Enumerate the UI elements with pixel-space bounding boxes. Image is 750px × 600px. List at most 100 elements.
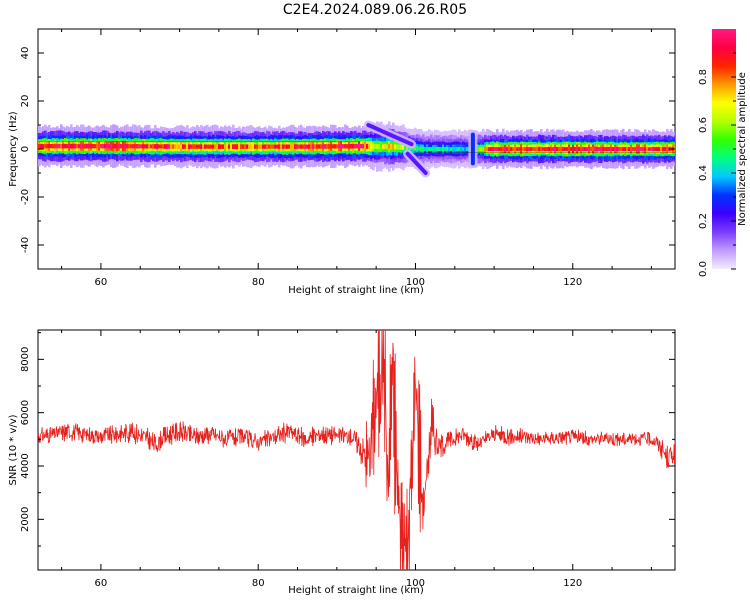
- heatmap-cell: [310, 144, 313, 149]
- heatmap-cell: [104, 144, 107, 149]
- heatmap-cell: [570, 147, 573, 151]
- heatmap-cell: [524, 146, 527, 152]
- heatmap-cell: [426, 146, 429, 152]
- heatmap-cell: [90, 143, 93, 149]
- heatmap-cell: [328, 144, 331, 149]
- heatmap-cell: [302, 144, 305, 149]
- heatmap-cell: [320, 144, 323, 149]
- heatmap-cell: [156, 144, 159, 149]
- heatmap-cell: [256, 144, 259, 149]
- heatmap-cell: [516, 147, 519, 151]
- heatmap-cell: [56, 144, 59, 149]
- heatmap-cell: [592, 147, 595, 151]
- heatmap-streak: [366, 123, 414, 147]
- heatmap-y-tick-label: 20: [20, 95, 31, 108]
- heatmap-cell: [626, 147, 629, 151]
- heatmap-cell: [650, 147, 653, 151]
- heatmap-cell: [598, 146, 601, 152]
- heatmap-cell: [580, 147, 583, 151]
- heatmap-cell: [284, 144, 287, 149]
- colorbar-tick-label: 0.0: [698, 261, 709, 277]
- heatmap-cell: [390, 143, 393, 150]
- heatmap-cell: [338, 144, 341, 149]
- heatmap-cell: [354, 143, 357, 149]
- heatmap-cell: [424, 147, 427, 151]
- heatmap-cell: [326, 144, 329, 149]
- heatmap-cell: [84, 143, 87, 149]
- heatmap-cell: [162, 144, 165, 149]
- heatmap-cell: [488, 147, 491, 151]
- snr-y-tick-label: 2000: [20, 507, 31, 532]
- heatmap-cell: [606, 147, 609, 151]
- heatmap-cell: [192, 144, 195, 149]
- heatmap-streak: [405, 151, 428, 175]
- heatmap-cell: [360, 144, 363, 149]
- heatmap-cell: [526, 146, 529, 152]
- heatmap-cell: [42, 144, 45, 149]
- heatmap-cell: [554, 146, 557, 152]
- colorbar-tick-label: 0.6: [698, 117, 709, 133]
- heatmap-cell: [548, 146, 551, 152]
- heatmap-cell: [394, 144, 397, 150]
- colorbar-ticks: 0.0 0.2 0.4 0.6 0.8: [698, 52, 736, 277]
- heatmap-cell: [144, 144, 147, 149]
- snr-y-tick-label: 8000: [20, 347, 31, 372]
- heatmap-cell: [352, 143, 355, 149]
- heatmap-cell: [184, 144, 187, 149]
- snr-frame: [37, 329, 676, 571]
- heatmap-cell: [128, 144, 131, 149]
- snr-x-tick-label: 80: [252, 578, 265, 589]
- heatmap-cell: [206, 144, 209, 149]
- heatmap-cell: [300, 144, 303, 149]
- heatmap-cell: [664, 147, 667, 151]
- heatmap-cell: [480, 147, 483, 151]
- heatmap-cell: [72, 143, 75, 149]
- heatmap-cell: [264, 144, 267, 149]
- heatmap-cell: [494, 147, 497, 151]
- heatmap-cell: [78, 144, 81, 149]
- heatmap-cell: [126, 144, 129, 149]
- heatmap-cell: [544, 147, 547, 151]
- heatmap-cell: [38, 143, 41, 149]
- heatmap-cell: [646, 146, 649, 152]
- heatmap-cell: [638, 146, 641, 152]
- heatmap-cell: [136, 144, 139, 149]
- heatmap-cell: [436, 146, 439, 152]
- heatmap-cell: [388, 144, 391, 150]
- heatmap-cell: [176, 144, 179, 149]
- heatmap-cell: [234, 144, 237, 149]
- heatmap-cell: [440, 147, 443, 151]
- heatmap-cell: [110, 143, 113, 149]
- heatmap-y-tick-label: -20: [20, 189, 31, 205]
- heatmap-cell: [216, 144, 219, 149]
- heatmap-cell: [364, 143, 367, 149]
- heatmap-cell: [596, 146, 599, 152]
- heatmap-ticks: 60 80 100 120 -40 -20 0 20 40: [20, 28, 675, 288]
- heatmap-cell: [648, 147, 651, 151]
- heatmap-cell: [86, 143, 89, 149]
- heatmap-cell: [150, 144, 153, 149]
- snr-y-axis-label: SNR (10 * v/v): [8, 414, 19, 485]
- heatmap-cell: [402, 144, 405, 150]
- heatmap-cell: [158, 144, 161, 149]
- heatmap-cell: [98, 143, 101, 149]
- colorbar-tick-label: 0.4: [698, 165, 709, 181]
- heatmap-cell: [568, 146, 571, 152]
- heatmap-cell: [612, 147, 615, 151]
- heatmap-cell: [576, 147, 579, 151]
- heatmap-cell: [154, 144, 157, 149]
- heatmap-cell: [454, 146, 457, 152]
- heatmap-cell: [530, 147, 533, 151]
- heatmap-x-tick-label: 60: [95, 277, 108, 288]
- heatmap-cell: [556, 146, 559, 152]
- heatmap-cell: [314, 144, 317, 149]
- heatmap-cell: [236, 144, 239, 149]
- snr-layer: [38, 330, 675, 570]
- heatmap-cell: [262, 144, 265, 149]
- heatmap-cell: [242, 144, 245, 149]
- heatmap-cell: [508, 147, 511, 151]
- heatmap-cell: [522, 147, 525, 151]
- heatmap-cell: [444, 146, 447, 152]
- heatmap-cell: [586, 146, 589, 152]
- heatmap-cell: [584, 147, 587, 151]
